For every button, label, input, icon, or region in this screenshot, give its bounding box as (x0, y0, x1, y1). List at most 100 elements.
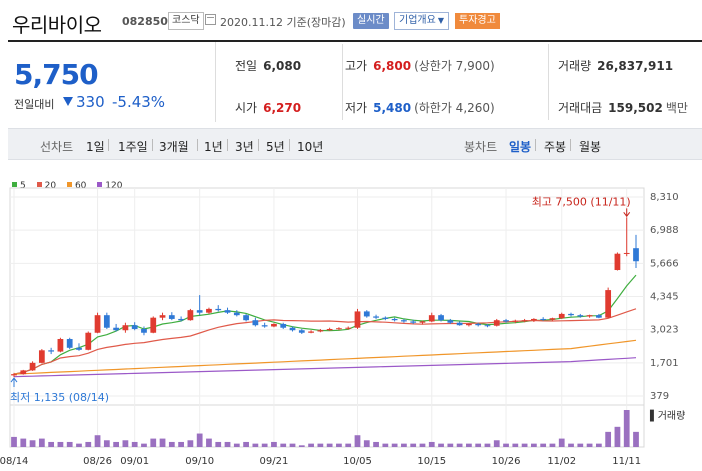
amount-label: 거래대금 (558, 101, 603, 115)
volume-bar (373, 441, 379, 447)
volume-bar (503, 443, 509, 447)
candle-body (289, 327, 296, 331)
open-label: 시가 (235, 101, 258, 115)
volume-bar (540, 443, 547, 447)
period-3m[interactable]: 3개월 (159, 140, 189, 154)
period-3y[interactable]: 3년 (235, 140, 254, 154)
candle-body (280, 323, 287, 328)
candle-body (401, 320, 407, 322)
x-tick-label: 10/05 (343, 456, 372, 467)
chevron-down-icon: ▼ (437, 16, 444, 25)
volume-bar (558, 438, 565, 447)
candle-body (215, 308, 222, 311)
candle-body (29, 362, 36, 371)
candle-body (558, 313, 565, 319)
volume-bar (261, 443, 268, 447)
candle-body (493, 320, 500, 326)
volume-bar (141, 443, 147, 447)
candle-body (168, 315, 175, 319)
legend-ma120-label: 120 (105, 181, 123, 191)
candle-body (568, 313, 574, 316)
volume-bar (57, 441, 64, 447)
legend-ma5-label: 5 (20, 181, 26, 191)
company-info-label: 기업개요 (399, 15, 436, 26)
candle-body (512, 320, 519, 322)
period-1d[interactable]: 1일 (86, 140, 105, 154)
legend-ma120: 120 (97, 181, 122, 191)
max-price-label: 최고 7,500 (11/11) (532, 195, 631, 208)
candle-body (298, 330, 305, 333)
candle-body (447, 320, 454, 323)
y-tick-label: 4,345 (650, 291, 679, 302)
volume-bar (484, 443, 491, 447)
header-divider (8, 40, 702, 42)
warning-badge[interactable]: 투자경고 (455, 13, 500, 29)
period-separator (108, 139, 109, 151)
upper-limit: (상한가 7,900) (414, 59, 495, 73)
volume-bar (419, 443, 426, 447)
legend-swatch (97, 182, 103, 187)
period-1y[interactable]: 1년 (204, 140, 223, 154)
period-10y[interactable]: 10년 (297, 140, 324, 154)
volume-bar (512, 443, 519, 447)
legend-swatch (66, 182, 72, 187)
company-info-dropdown[interactable]: 기업개요 ▼ (394, 12, 449, 30)
volume-bar (11, 436, 17, 447)
candle-body (633, 248, 639, 262)
candle-body (252, 320, 259, 326)
y-tick-label: 3,023 (650, 325, 679, 336)
candle-body (521, 320, 528, 322)
candle-body (336, 328, 342, 330)
volume-bar (224, 441, 231, 447)
prev-close-label: 전일 (235, 59, 258, 73)
lower-limit: (하한가 4,260) (414, 101, 495, 115)
candle-body (57, 339, 64, 352)
volume-bar (401, 443, 407, 447)
candle-body (484, 325, 491, 327)
candle-weekly[interactable]: 주봉 (544, 140, 567, 154)
y-tick-label: 6,988 (650, 225, 679, 236)
candle-body (438, 315, 444, 321)
candle-body (141, 328, 147, 333)
candle-body (76, 347, 82, 350)
candle-daily[interactable]: 일봉 (509, 140, 532, 154)
x-tick-label: 11/11 (612, 456, 641, 467)
candle-body (456, 322, 463, 326)
volume-bar (178, 441, 184, 447)
x-tick-label: 10/26 (492, 456, 521, 467)
period-1w[interactable]: 1주일 (118, 140, 148, 154)
legend-ma5: 5 (12, 181, 26, 191)
volume-bar (150, 438, 157, 447)
min-arrow-icon (10, 377, 18, 388)
candle-body (410, 321, 417, 323)
volume-bar (531, 443, 537, 447)
candle-body (178, 318, 184, 321)
candle-body (391, 318, 398, 321)
volume-bar (76, 443, 82, 447)
candle-body (586, 315, 593, 317)
volume-bar (48, 441, 55, 447)
period-separator (152, 139, 153, 151)
volume-bar (94, 435, 101, 447)
low-label: 저가 (345, 101, 368, 115)
volume-bar (549, 443, 556, 447)
candle-monthly[interactable]: 월봉 (579, 140, 602, 154)
period-separator (535, 139, 536, 151)
volume-bar (614, 426, 621, 447)
candle-body (595, 315, 602, 318)
volume-axis-label: ▌거래량 (649, 409, 685, 422)
price-stats: 전일 6,080 고가 6,800 (상한가 7,900) 거래량 26,837,911… (218, 42, 702, 122)
market-badge: 코스닥 (168, 12, 204, 30)
x-tick-label: 09/10 (185, 456, 214, 467)
open-stat: 시가 6,270 (235, 99, 301, 116)
realtime-button[interactable]: 실시간 (353, 13, 389, 29)
candle-body (159, 315, 166, 318)
prev-close-value: 6,080 (263, 59, 302, 73)
y-tick-label: 1,701 (650, 358, 679, 369)
candle-body (48, 350, 55, 352)
period-separator (258, 139, 259, 151)
x-tick-label: 08/26 (83, 456, 112, 467)
period-5y[interactable]: 5년 (266, 140, 285, 154)
candle-body (531, 318, 537, 321)
